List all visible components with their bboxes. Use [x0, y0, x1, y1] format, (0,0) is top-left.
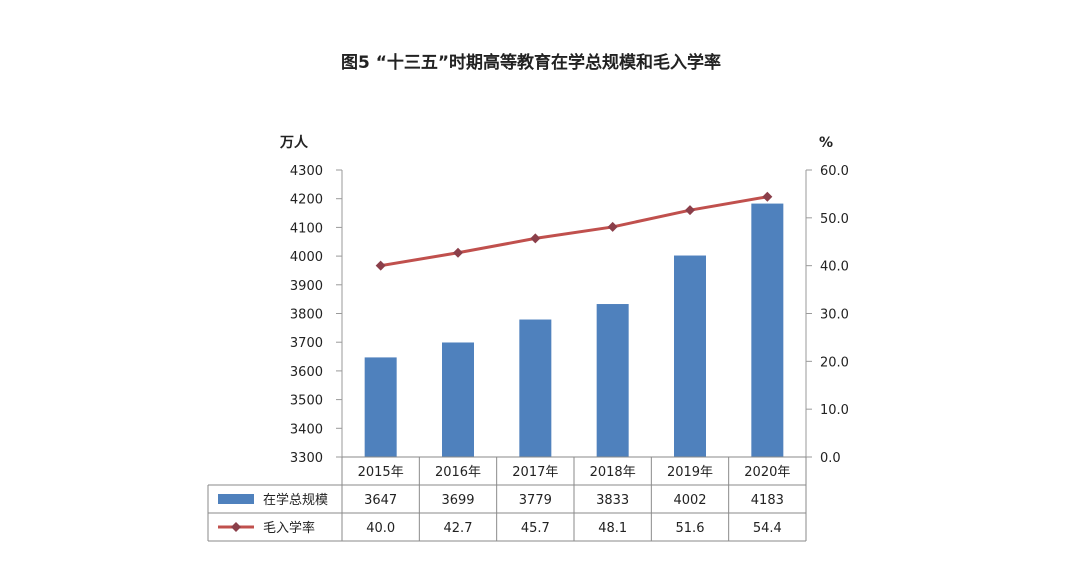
x-tick-label: 2018年 [590, 465, 636, 480]
line-point [375, 260, 386, 271]
bar [364, 357, 397, 457]
left-tick-label: 4100 [290, 221, 323, 236]
bar [442, 342, 474, 457]
left-tick-label: 3400 [290, 422, 323, 437]
right-tick-label: 0.0 [820, 451, 841, 466]
data-label: 4183 [751, 493, 784, 508]
data-label: 54.4 [753, 521, 782, 536]
x-tick-label: 2016年 [435, 465, 481, 480]
legend-bar-key [218, 494, 254, 504]
left-tick-label: 3800 [290, 308, 323, 323]
left-tick-label: 4200 [290, 193, 323, 208]
bar [596, 304, 629, 457]
line-point [762, 191, 773, 202]
legend-line-marker [231, 522, 241, 532]
data-label: 3647 [364, 493, 397, 508]
data-label: 48.1 [598, 521, 627, 536]
chart-title: 图5 “十三五”时期高等教育在学总规模和毛入学率 [341, 52, 721, 73]
legend-label: 毛入学率 [263, 520, 315, 536]
left-tick-label: 3300 [290, 451, 323, 466]
right-axis: 60.0 50.0 40.0 30.0 20.0 10.0 0.0 [805, 164, 849, 466]
line-point [530, 233, 541, 244]
right-tick-label: 60.0 [820, 164, 849, 179]
right-axis-unit: % [819, 135, 833, 151]
right-tick-label: 20.0 [820, 355, 849, 370]
data-label: 42.7 [444, 521, 473, 536]
bar-series [364, 203, 784, 457]
line-point [607, 221, 618, 232]
left-axis: 4300 4200 4100 4000 3900 3800 3700 3600 3500 3400… [290, 164, 343, 466]
line-point [685, 205, 695, 216]
left-tick-label: 3500 [290, 394, 323, 409]
left-tick-label: 3900 [290, 279, 323, 294]
data-label: 51.6 [676, 521, 705, 536]
line-path [380, 195, 768, 268]
data-label: 40.0 [366, 521, 395, 536]
right-tick-label: 40.0 [820, 260, 849, 275]
right-tick-label: 50.0 [820, 212, 849, 227]
left-axis-unit: 万人 [279, 134, 309, 151]
right-tick-label: 10.0 [820, 403, 849, 418]
legend-label: 在学总规模 [263, 492, 328, 508]
x-tick-label: 2019年 [667, 465, 713, 480]
bar [751, 203, 784, 457]
data-label: 3699 [441, 493, 474, 508]
right-tick-label: 30.0 [820, 308, 849, 323]
line-point [453, 247, 463, 258]
left-tick-label: 4300 [290, 164, 323, 179]
data-label: 45.7 [521, 521, 550, 536]
x-tick-label: 2017年 [512, 465, 558, 480]
bar [519, 319, 552, 457]
left-tick-label: 3600 [290, 365, 323, 380]
x-tick-label: 2015年 [358, 465, 404, 480]
data-label: 3779 [519, 493, 552, 508]
line-series [375, 191, 773, 271]
bar [674, 255, 706, 457]
data-label: 3833 [596, 493, 629, 508]
left-tick-label: 3700 [290, 336, 323, 351]
data-label: 4002 [673, 493, 706, 508]
left-tick-label: 4000 [290, 250, 323, 265]
x-tick-label: 2020年 [744, 465, 790, 480]
